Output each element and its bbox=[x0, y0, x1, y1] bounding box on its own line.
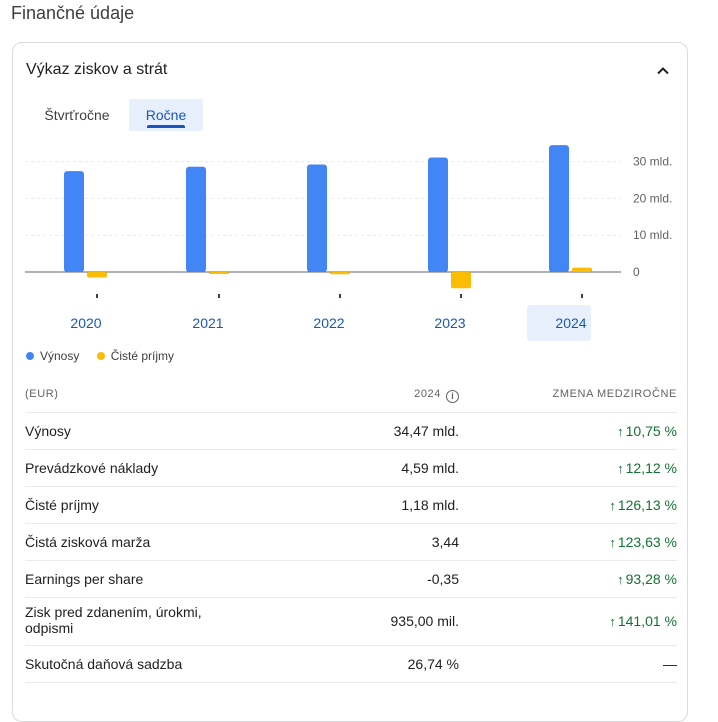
table-row: Čisté príjmy 1,18 mld. ↑ 126,13 % bbox=[25, 487, 677, 524]
table-header: (EUR) 2024 i ZMENA MEDZIROČNE bbox=[25, 379, 677, 413]
row-label: Skutočná daňová sadzba bbox=[25, 656, 183, 672]
tab-quarterly[interactable]: Štvrťročne bbox=[44, 107, 110, 123]
bar-net-income bbox=[572, 267, 592, 272]
row-change: ↑ 141,01 % bbox=[609, 613, 677, 629]
table-row: Čistá zisková marža 3,44 ↑ 123,63 % bbox=[25, 524, 677, 561]
collapse-button[interactable] bbox=[653, 61, 673, 81]
header-year-label: 2024 bbox=[414, 388, 441, 400]
legend-item-revenue: Výnosy bbox=[26, 349, 79, 363]
x-tick-mark bbox=[218, 294, 220, 298]
x-tick-label[interactable]: 2021 bbox=[192, 315, 223, 331]
row-value: -0,35 bbox=[427, 571, 459, 587]
row-value: 4,59 mld. bbox=[401, 460, 459, 476]
legend-label-revenue: Výnosy bbox=[40, 349, 80, 363]
y-tick-label: 20 mld. bbox=[633, 191, 672, 205]
row-label: Prevádzkové náklady bbox=[25, 460, 159, 476]
x-tick-label[interactable]: 2022 bbox=[313, 315, 344, 331]
bar-net-income bbox=[87, 272, 107, 278]
bar-revenue bbox=[186, 166, 206, 272]
bar-net-income bbox=[330, 272, 350, 275]
header-year: 2024 i bbox=[414, 388, 459, 403]
row-change-value: 126,13 % bbox=[617, 497, 677, 513]
tab-annual-label: Ročne bbox=[145, 107, 187, 123]
selected-year-highlight bbox=[527, 305, 591, 341]
row-label: Čisté príjmy bbox=[25, 497, 99, 513]
arrow-up-icon: ↑ bbox=[609, 535, 616, 550]
info-icon[interactable]: i bbox=[446, 390, 459, 403]
revenue-net-income-chart: 30 mld. 20 mld. 10 mld. 0 2020 2021 2022 2023 20… bbox=[25, 145, 672, 341]
row-value: 1,18 mld. bbox=[401, 497, 459, 513]
y-tick-label: 30 mld. bbox=[633, 155, 672, 169]
row-change-value: 12,12 % bbox=[625, 460, 677, 476]
section-title: Finančné údaje bbox=[11, 3, 135, 23]
row-change-value: 123,63 % bbox=[617, 534, 677, 550]
x-tick-mark bbox=[581, 294, 583, 298]
legend-dot-revenue bbox=[26, 352, 34, 360]
legend-item-net-income: Čisté príjmy bbox=[96, 349, 175, 363]
row-change: ↑ 123,63 % bbox=[609, 534, 677, 550]
header-currency: (EUR) bbox=[25, 388, 59, 400]
bar-net-income bbox=[451, 272, 471, 289]
row-value: 3,44 bbox=[431, 534, 459, 550]
row-label: Zisk pred zdanením, úrokmi, odpismi bbox=[25, 604, 202, 636]
table-row: Zisk pred zdanením, úrokmi, odpismi 935,0… bbox=[25, 598, 677, 646]
x-tick-label[interactable]: 2023 bbox=[434, 315, 465, 331]
y-tick-label: 10 mld. bbox=[633, 228, 672, 242]
row-value: 34,47 mld. bbox=[393, 423, 459, 439]
x-tick-label[interactable]: 2024 bbox=[555, 315, 586, 331]
bar-revenue bbox=[428, 157, 448, 272]
x-tick-mark bbox=[339, 294, 341, 298]
x-tick-mark bbox=[460, 294, 462, 298]
bar-revenue bbox=[307, 164, 327, 272]
arrow-up-icon: ↑ bbox=[617, 572, 624, 587]
row-change-value: 10,75 % bbox=[625, 423, 677, 439]
income-statement-card: Výkaz ziskov a strát Štvrťročne Ročne 30… bbox=[12, 42, 688, 722]
table-row: Earnings per share -0,35 ↑ 93,28 % bbox=[25, 561, 677, 598]
row-change: ↑ 10,75 % bbox=[617, 423, 677, 439]
table-row: Výnosy 34,47 mld. ↑ 10,75 % bbox=[25, 413, 677, 450]
table-body: Výnosy 34,47 mld. ↑ 10,75 % Prevádzkové nákl… bbox=[25, 413, 677, 683]
row-change: ↑ 126,13 % bbox=[609, 497, 677, 513]
x-tick-mark bbox=[96, 294, 98, 298]
card-title: Výkaz ziskov a strát bbox=[26, 61, 168, 78]
arrow-up-icon: ↑ bbox=[609, 498, 616, 513]
arrow-up-icon: ↑ bbox=[617, 424, 624, 439]
row-change: — bbox=[663, 656, 677, 672]
bar-revenue bbox=[549, 145, 569, 272]
row-label: Earnings per share bbox=[25, 571, 144, 587]
table-row: Prevádzkové náklady 4,59 mld. ↑ 12,12 % bbox=[25, 450, 677, 487]
header-change: ZMENA MEDZIROČNE bbox=[552, 388, 677, 400]
bar-net-income bbox=[209, 272, 229, 274]
arrow-up-icon: ↑ bbox=[617, 461, 624, 476]
card-header[interactable]: Výkaz ziskov a strát bbox=[13, 43, 687, 99]
row-value: 26,74 % bbox=[407, 656, 459, 672]
row-label: Čistá zisková marža bbox=[25, 534, 151, 550]
row-label: Výnosy bbox=[25, 423, 71, 439]
chevron-up-icon bbox=[657, 67, 669, 75]
row-change: ↑ 12,12 % bbox=[617, 460, 677, 476]
financials-table: (EUR) 2024 i ZMENA MEDZIROČNE Výnosy 34,47… bbox=[25, 379, 677, 683]
row-change-value: — bbox=[663, 656, 677, 672]
legend-dot-net-income bbox=[96, 352, 105, 360]
tab-active-indicator bbox=[147, 125, 185, 128]
row-value: 935,00 mil. bbox=[390, 613, 459, 629]
legend-label-net-income: Čisté príjmy bbox=[110, 349, 175, 363]
row-change: ↑ 93,28 % bbox=[617, 571, 677, 587]
arrow-up-icon: ↑ bbox=[609, 614, 616, 629]
bar-revenue bbox=[64, 171, 84, 272]
x-tick-label[interactable]: 2020 bbox=[70, 315, 101, 331]
tab-annual[interactable]: Ročne bbox=[129, 99, 203, 131]
row-change-value: 93,28 % bbox=[625, 571, 677, 587]
y-tick-label: 0 bbox=[633, 265, 640, 279]
table-row: Skutočná daňová sadzba 26,74 % — bbox=[25, 646, 677, 683]
row-change-value: 141,01 % bbox=[617, 613, 677, 629]
chart-legend: Výnosy Čisté príjmy bbox=[26, 349, 188, 363]
